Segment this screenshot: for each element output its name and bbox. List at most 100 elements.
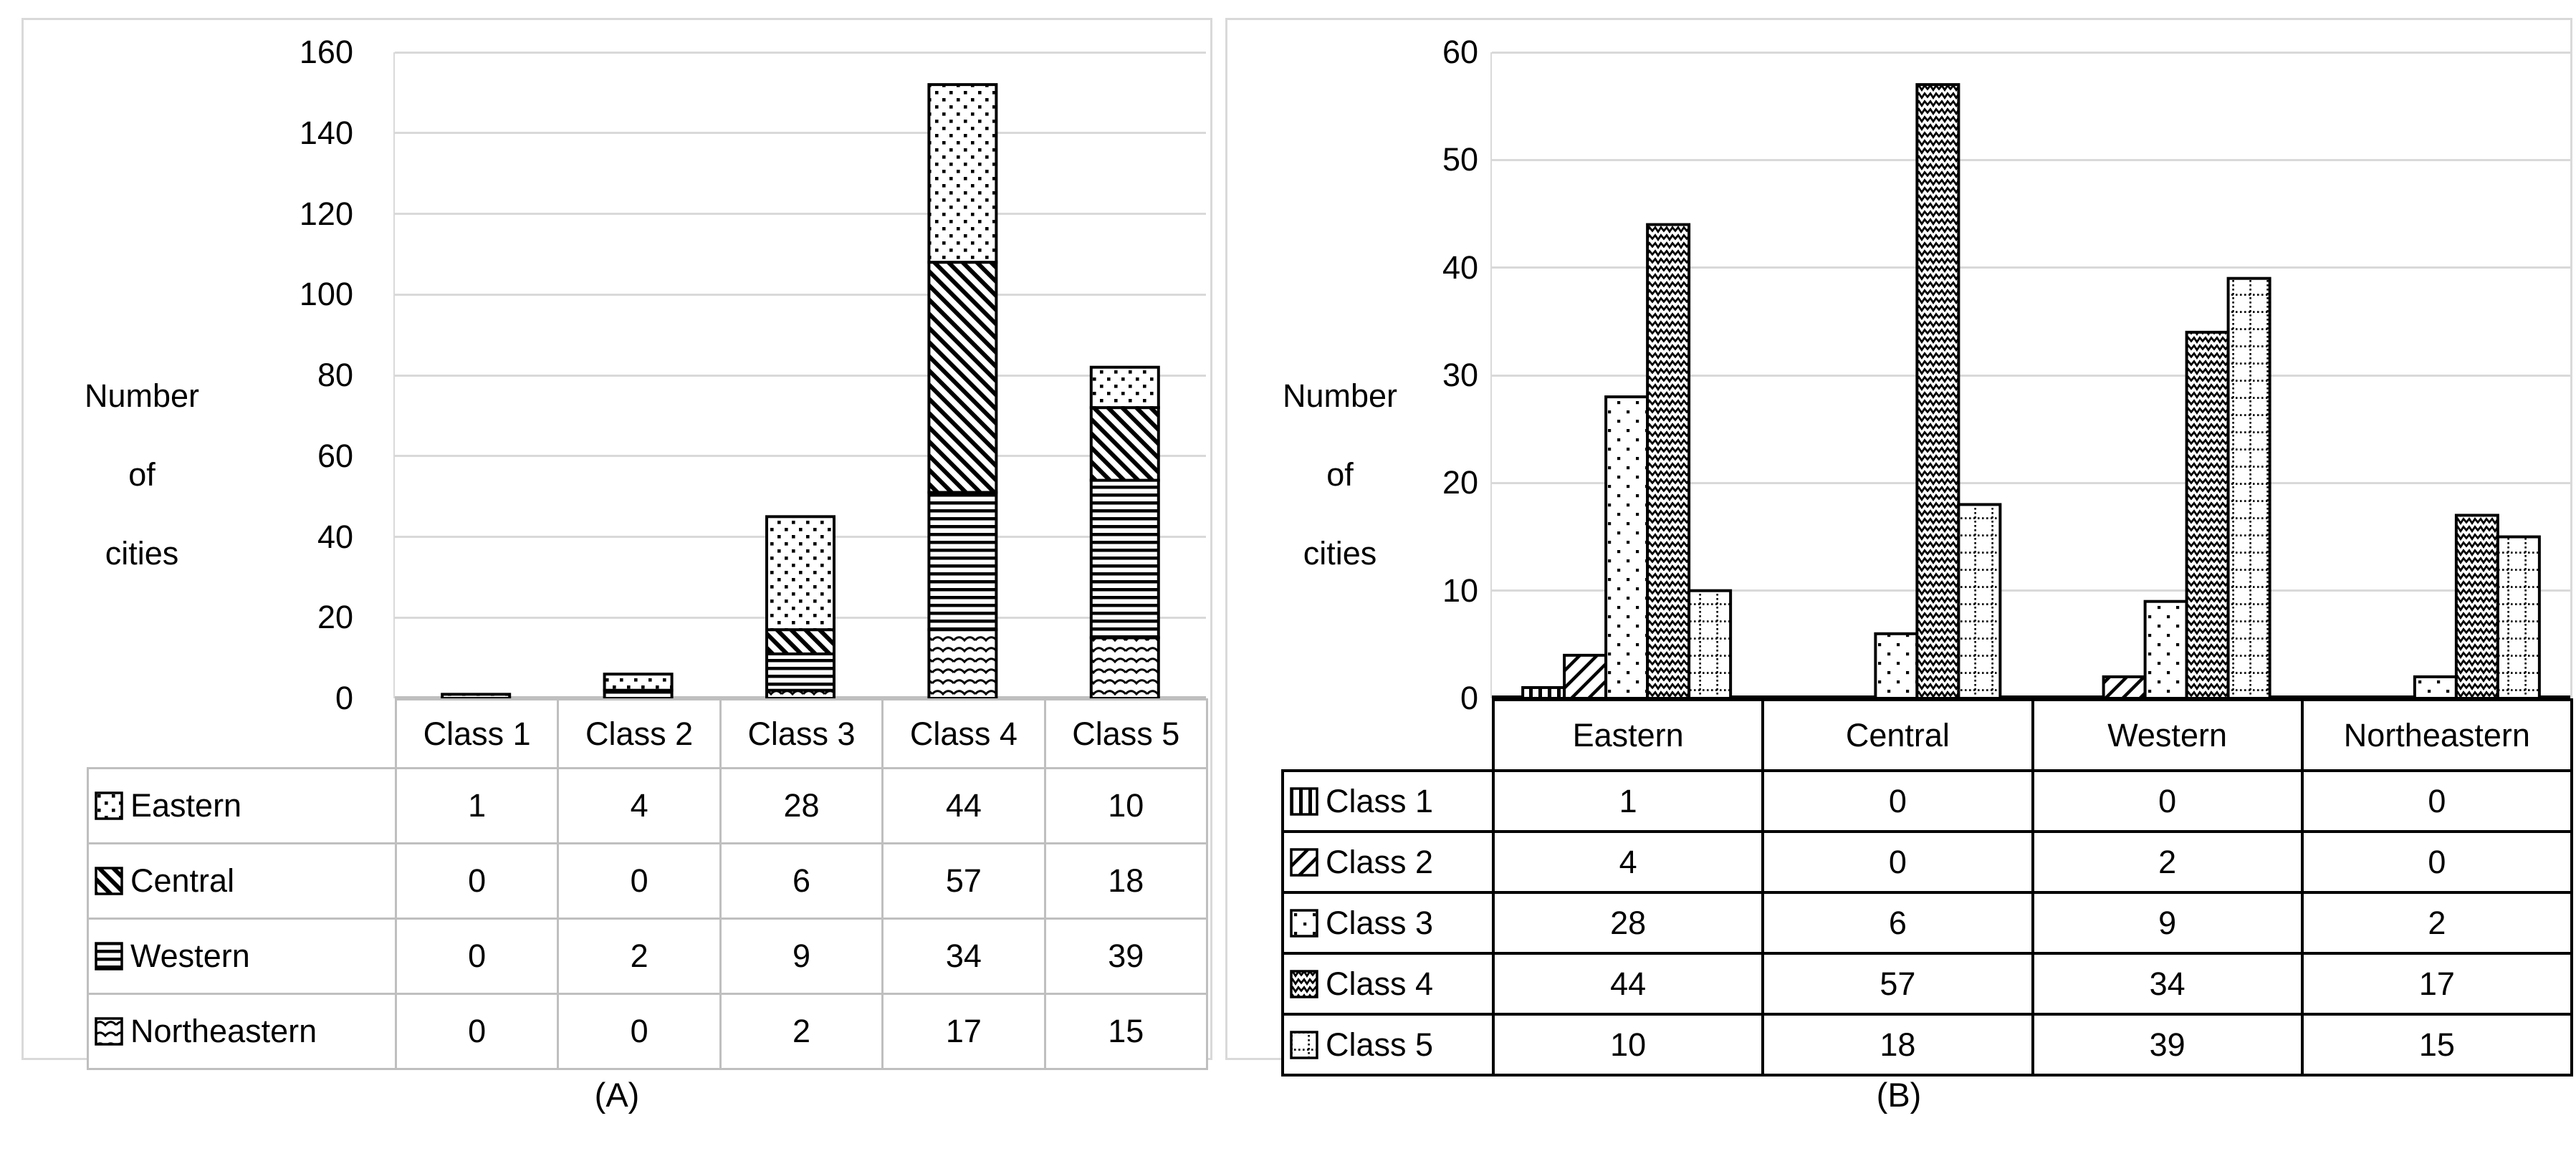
bar-Class 5-Central xyxy=(1957,503,2002,700)
gridline xyxy=(395,455,1206,458)
gridline xyxy=(1492,481,2570,484)
y-axis-tick-label: 50 xyxy=(1442,141,1478,178)
y-axis-tick-label: 40 xyxy=(317,518,353,555)
y-axis-tick-label: 20 xyxy=(317,599,353,636)
legend-cell: Class 5 xyxy=(1281,1013,1495,1077)
bar-segment-Eastern-Class 3 xyxy=(765,515,835,632)
bar-segment-Western-Class 5 xyxy=(1089,478,1160,640)
gridline xyxy=(1492,266,2570,269)
value-cell: 17 xyxy=(2300,952,2574,1016)
table-header-cell: Class 5 xyxy=(1043,698,1208,769)
legend-cell: Class 4 xyxy=(1281,952,1495,1016)
forward-diagonal-swatch-icon xyxy=(1290,847,1318,877)
series-label: Central xyxy=(130,862,235,899)
y-axis-line xyxy=(1490,52,1492,698)
bar-Class 3-Western xyxy=(2143,599,2188,700)
value-cell: 0 xyxy=(1761,769,2034,833)
table-corner-empty xyxy=(88,700,396,769)
legend-cell: Class 1 xyxy=(1281,769,1495,833)
diagonal-stripes-swatch-icon xyxy=(95,867,123,895)
panel-B-grouped-chart: Number of cities 60 50 40 30 20 10 0 Eastern Cen… xyxy=(1225,18,2574,1077)
bar-Class 5-Western xyxy=(2226,276,2271,700)
value-cell: 2 xyxy=(719,993,884,1070)
bar-Class 3-Eastern xyxy=(1604,395,1649,700)
value-cell: 0 xyxy=(1761,830,2034,894)
vertical-lines-swatch-icon xyxy=(1290,786,1318,816)
y-axis-tick-label: 10 xyxy=(1442,572,1478,609)
value-cell: 18 xyxy=(1761,1013,2034,1077)
bar-Class 5-Eastern xyxy=(1687,589,1733,700)
y-axis-tick-label: 60 xyxy=(1442,34,1478,70)
bar-Class 5-Northeastern xyxy=(2496,535,2541,700)
y-axis-tick-label: 0 xyxy=(335,680,353,716)
wave-swatch-icon xyxy=(95,1017,123,1046)
value-cell: 10 xyxy=(1043,767,1208,844)
value-cell: 28 xyxy=(719,767,884,844)
gridline xyxy=(395,213,1206,215)
table-header-cell: Western xyxy=(2031,698,2304,772)
table-header-cell: Central xyxy=(1761,698,2034,772)
value-cell: 2 xyxy=(557,918,722,995)
value-cell: 0 xyxy=(557,842,722,920)
y-axis-tick-label: 30 xyxy=(1442,357,1478,393)
bar-Class 2-Western xyxy=(2102,675,2147,700)
y-axis-title-line: of xyxy=(1326,456,1354,493)
gridline xyxy=(1492,51,2570,54)
value-cell: 4 xyxy=(1491,830,1765,894)
value-cell: 39 xyxy=(2031,1013,2304,1077)
value-cell: 34 xyxy=(881,918,1046,995)
value-cell: 6 xyxy=(1761,891,2034,955)
figure-caption-A: (A) xyxy=(594,1076,640,1114)
bar-Class 4-Central xyxy=(1915,83,1960,700)
bar-Class 4-Western xyxy=(2185,330,2230,700)
value-cell: 44 xyxy=(1491,952,1765,1016)
legend-cell: Central xyxy=(87,842,397,920)
bar-Class 1-Eastern xyxy=(1521,685,1566,700)
y-axis-tick-label: 140 xyxy=(299,114,353,151)
y-axis-title-line: cities xyxy=(1303,535,1377,572)
x-axis-line xyxy=(1492,695,2570,701)
legend-cell: Western xyxy=(87,918,397,995)
table-header-cell: Northeastern xyxy=(2300,698,2574,772)
y-axis-title-line: Number xyxy=(84,377,200,414)
y-axis-tick-label: 120 xyxy=(299,195,353,232)
gridline xyxy=(395,293,1206,296)
bar-segment-Eastern-Class 1 xyxy=(441,693,512,700)
value-cell: 0 xyxy=(2300,769,2574,833)
bar-Class 2-Eastern xyxy=(1563,653,1608,700)
gridline xyxy=(395,51,1206,54)
series-label: Western xyxy=(130,938,250,974)
bar-segment-Western-Class 3 xyxy=(765,652,835,692)
panel-A-stacked-chart: Number of cities 160 140 120 100 80 60 40 20 0 Cl… xyxy=(21,18,1212,1070)
legend-cell: Class 3 xyxy=(1281,891,1495,955)
bar-segment-Northeastern-Class 5 xyxy=(1089,636,1160,700)
bar-segment-Eastern-Class 2 xyxy=(603,673,674,692)
data-table: Class 1 Class 2 Class 3 Class 4 Class 5 Easte… xyxy=(87,698,1208,1070)
sparse-dots-swatch-icon xyxy=(1290,908,1318,938)
value-cell: 0 xyxy=(394,993,560,1070)
table-corner-empty xyxy=(1283,700,1493,771)
value-cell: 1 xyxy=(394,767,560,844)
y-axis-title-line: Number xyxy=(1282,377,1398,414)
value-cell: 15 xyxy=(2300,1013,2574,1077)
bar-segment-Central-Class 4 xyxy=(927,261,998,494)
value-cell: 15 xyxy=(1043,993,1208,1070)
table-header-cell: Class 2 xyxy=(557,698,722,769)
stacked-bars-canvas xyxy=(441,83,1160,700)
dots-swatch-icon xyxy=(95,791,123,820)
series-label: Class 4 xyxy=(1326,965,1434,1002)
value-cell: 39 xyxy=(1043,918,1208,995)
y-axis-title: Number of cities xyxy=(1243,357,1437,593)
bar-Class 3-Northeastern xyxy=(2413,675,2458,700)
value-cell: 44 xyxy=(881,767,1046,844)
value-cell: 9 xyxy=(2031,891,2304,955)
value-cell: 0 xyxy=(394,918,560,995)
legend-cell: Class 2 xyxy=(1281,830,1495,894)
grouped-bars-canvas xyxy=(1521,83,2541,700)
bar-segment-Eastern-Class 5 xyxy=(1089,365,1160,410)
series-label: Class 5 xyxy=(1326,1026,1434,1063)
table-header-cell: Class 4 xyxy=(881,698,1046,769)
value-cell: 18 xyxy=(1043,842,1208,920)
value-cell: 6 xyxy=(719,842,884,920)
y-axis-tick-label: 160 xyxy=(299,34,353,70)
